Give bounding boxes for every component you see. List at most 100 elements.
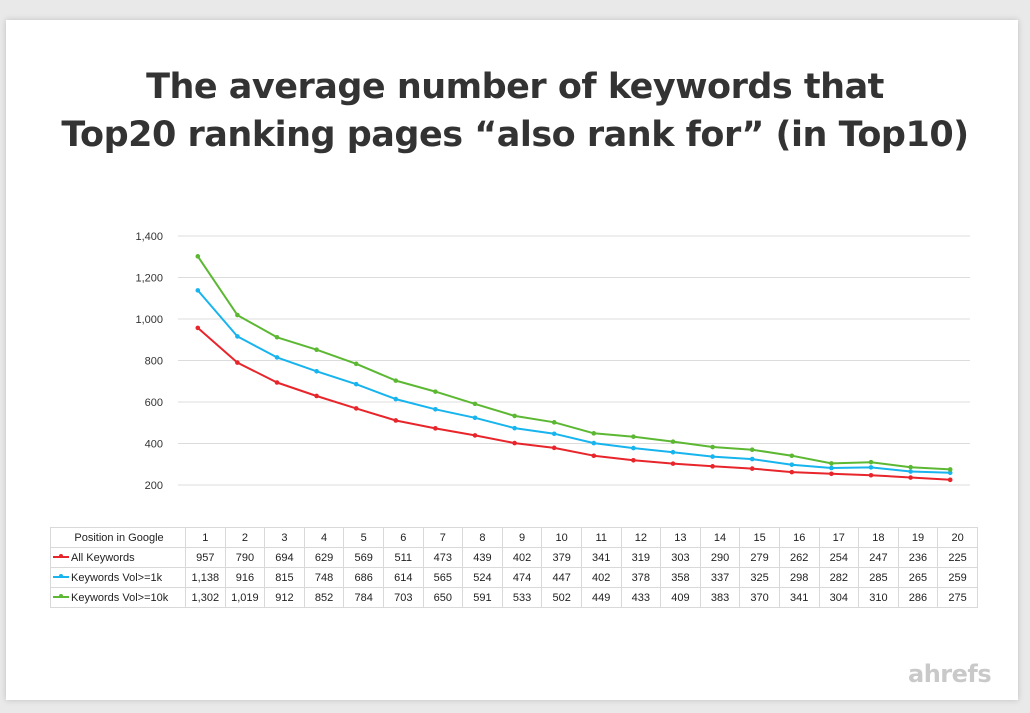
x-tick-label: 19 (897, 527, 939, 548)
data-label: 341 (580, 547, 622, 568)
data-label: 1,302 (185, 587, 226, 608)
data-label: 569 (343, 547, 384, 568)
data-label: 279 (739, 547, 780, 568)
series-line (197, 327, 951, 481)
data-point (551, 420, 557, 425)
series-all-keywords (195, 325, 953, 483)
legend-label: Keywords Vol>=1k (71, 571, 163, 584)
data-point (472, 401, 478, 407)
legend-label: Keywords Vol>=10k (71, 591, 169, 604)
data-label: 304 (818, 587, 860, 608)
data-point (274, 355, 280, 360)
data-label: 236 (897, 547, 939, 568)
x-tick-label: 3 (264, 527, 305, 548)
data-label: 259 (937, 567, 978, 588)
data-point (235, 360, 240, 365)
data-label: 511 (382, 547, 424, 568)
data-label: 262 (778, 547, 820, 568)
data-point (353, 381, 359, 387)
x-tick-label: 6 (382, 527, 424, 548)
data-label: 694 (264, 547, 305, 568)
data-point (789, 453, 795, 459)
data-label: 379 (541, 547, 582, 568)
data-label: 370 (739, 587, 780, 608)
y-tick-label: 1,400 (135, 231, 163, 243)
data-label: 916 (224, 567, 266, 588)
data-point (353, 406, 359, 411)
data-label: 533 (501, 587, 543, 608)
x-tick-label: 7 (422, 527, 464, 548)
data-label: 310 (858, 587, 899, 608)
x-tick-label: 5 (343, 527, 384, 548)
data-label: 703 (382, 587, 424, 608)
data-label: 439 (462, 547, 503, 568)
data-label: 957 (185, 547, 226, 568)
data-label: 912 (264, 587, 305, 608)
series-keywords-vol-10k (195, 254, 953, 472)
x-tick-label: 11 (580, 527, 622, 548)
data-table: Position in Google 1 2 3 4 5 6 7 8 9 10 11 12 13 14 15 1… (50, 527, 978, 608)
data-label: 629 (303, 547, 345, 568)
data-point (749, 456, 755, 462)
data-point (433, 426, 438, 431)
data-label: 319 (620, 547, 662, 568)
data-point (710, 454, 715, 459)
data-label: 790 (224, 547, 266, 568)
data-label: 325 (739, 567, 780, 588)
data-point (512, 425, 517, 431)
data-label: 341 (778, 587, 820, 608)
y-tick-label: 400 (145, 439, 163, 451)
series-line (196, 255, 951, 471)
data-point (591, 453, 597, 459)
table-row: Keywords Vol>=10k 1,302 1,019 912 852 784 703 6… (50, 587, 978, 608)
data-label: 378 (620, 567, 662, 588)
y-tick-label: 1,000 (135, 314, 163, 326)
y-tick-label: 1,200 (135, 273, 163, 285)
data-point (195, 325, 201, 331)
x-tick-label: 4 (303, 527, 345, 548)
data-point (789, 462, 795, 467)
data-point (829, 461, 834, 466)
series-keywords-vol-1k (195, 288, 953, 476)
data-point (947, 477, 953, 483)
x-tick-label: 2 (224, 527, 266, 548)
data-point (868, 472, 874, 478)
data-label: 433 (620, 587, 662, 608)
data-label: 1,019 (224, 587, 266, 608)
legend-entry: Keywords Vol>=10k (50, 587, 186, 608)
legend-swatch (53, 573, 69, 578)
data-point (314, 368, 319, 374)
data-label: 815 (264, 567, 305, 588)
data-point (274, 380, 280, 385)
x-tick-label: 1 (185, 527, 226, 548)
data-point (433, 406, 438, 412)
legend-swatch (53, 593, 69, 598)
x-tick-label: 8 (462, 527, 503, 548)
data-point (512, 440, 517, 446)
series-lines (195, 254, 953, 483)
data-point (393, 396, 399, 402)
y-tick-label: 200 (145, 480, 163, 492)
data-point (631, 445, 636, 451)
x-tick-label: 12 (620, 527, 662, 548)
data-point (591, 431, 597, 436)
data-label: 748 (303, 567, 345, 588)
data-point (353, 361, 359, 367)
data-point (908, 464, 913, 470)
data-point (749, 447, 755, 453)
data-point (512, 413, 517, 419)
data-point (908, 469, 913, 474)
x-tick-label: 9 (501, 527, 543, 548)
data-label: 247 (858, 547, 899, 568)
data-point (868, 459, 874, 465)
data-label: 282 (818, 567, 860, 588)
data-label: 402 (580, 567, 622, 588)
data-label: 686 (343, 567, 384, 588)
data-point (670, 439, 676, 444)
table-header-row: Position in Google 1 2 3 4 5 6 7 8 9 10 11 12 13 14 15 1… (50, 527, 978, 548)
legend-swatch (53, 553, 69, 558)
x-tick-label: 14 (699, 527, 741, 548)
data-label: 409 (660, 587, 701, 608)
data-label: 591 (462, 587, 503, 608)
